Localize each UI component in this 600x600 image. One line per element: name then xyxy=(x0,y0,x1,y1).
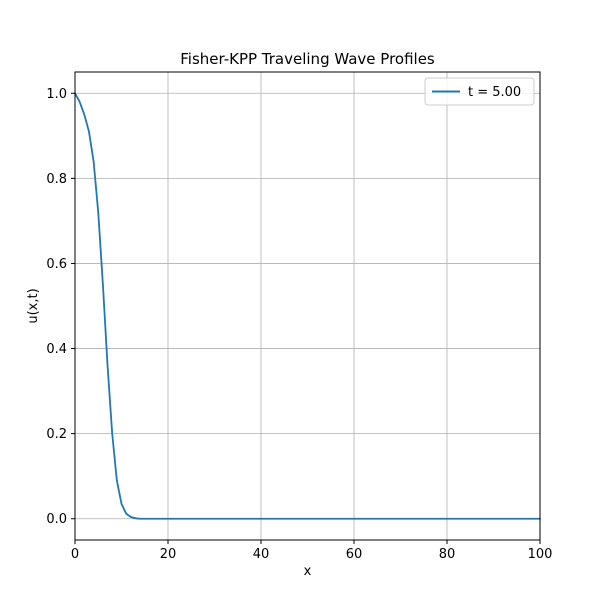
y-tick-label-5: 1.0 xyxy=(46,87,67,102)
x-tick-label-4: 80 xyxy=(439,547,456,562)
series-layer xyxy=(74,92,541,520)
x-axis-label: x xyxy=(304,564,312,579)
plot-frame xyxy=(74,71,541,541)
x-tick-label-0: 0 xyxy=(71,547,79,562)
legend: t = 5.00 xyxy=(424,77,535,106)
legend-entry-label: t = 5.00 xyxy=(468,85,521,100)
x-tick-label-1: 20 xyxy=(160,547,177,562)
y-tick-label-3: 0.6 xyxy=(46,257,67,272)
x-tick-label-3: 60 xyxy=(346,547,363,562)
legend-box xyxy=(424,77,535,106)
chart-title: Fisher-KPP Traveling Wave Profiles xyxy=(180,50,435,68)
series-line-0 xyxy=(74,92,541,520)
y-tick-label-4: 0.8 xyxy=(46,172,67,187)
grid xyxy=(74,72,541,540)
y-axis-label: u(x,t) xyxy=(26,288,41,323)
y-tick-label-1: 0.2 xyxy=(46,427,67,442)
y-tick-label-2: 0.4 xyxy=(46,342,67,357)
x-tick-label-5: 100 xyxy=(528,547,553,562)
ticks: 0 20 40 60 80 100 0.0 0.2 0.4 0.6 0.8 1.0 xyxy=(46,87,552,562)
x-tick-label-2: 40 xyxy=(253,547,270,562)
y-tick-label-0: 0.0 xyxy=(46,512,67,527)
